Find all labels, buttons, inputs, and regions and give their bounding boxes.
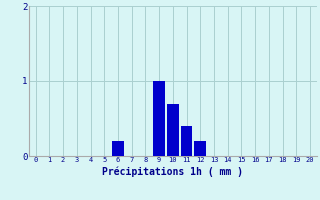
Bar <box>194 141 206 156</box>
Bar <box>112 141 124 156</box>
Bar <box>167 104 179 156</box>
X-axis label: Précipitations 1h ( mm ): Précipitations 1h ( mm ) <box>102 166 243 177</box>
Bar <box>181 126 192 156</box>
Bar <box>153 81 165 156</box>
